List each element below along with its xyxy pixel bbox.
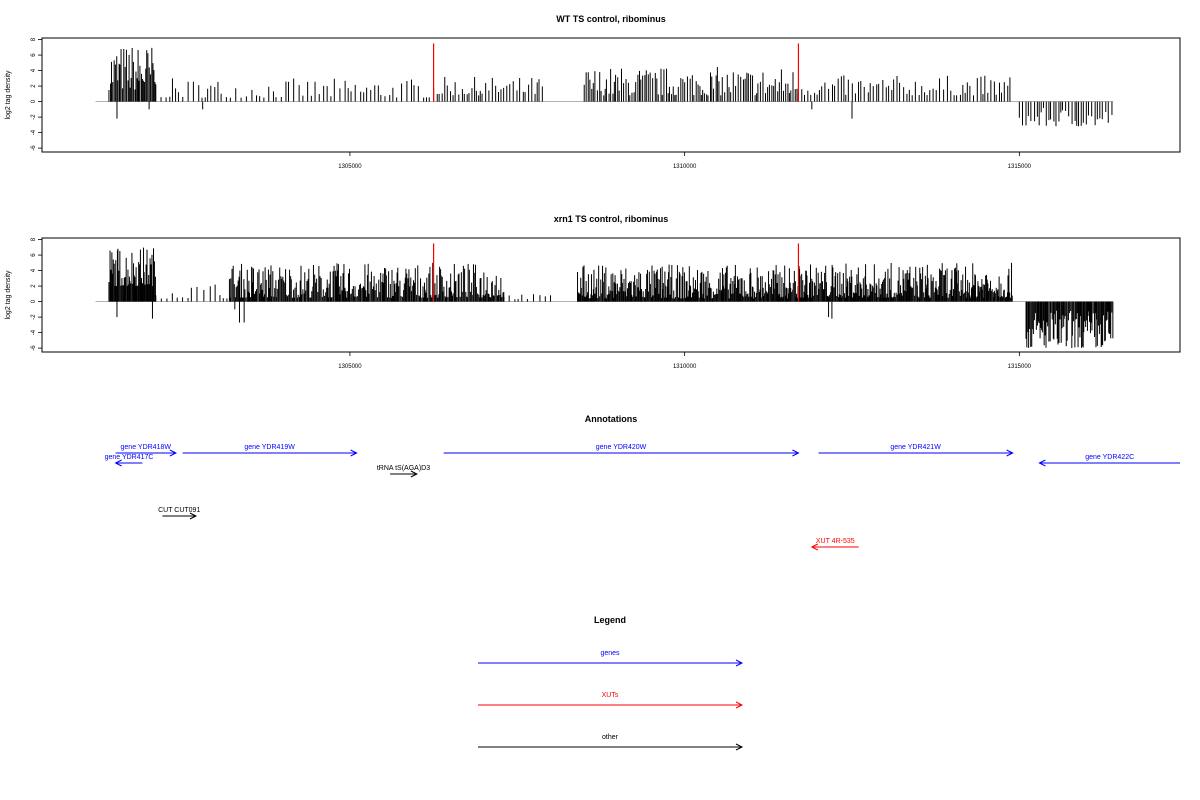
feature-label: gene YDR420W xyxy=(596,444,647,451)
y-tick-label: 4 xyxy=(31,68,37,72)
legend: Legend genes XUTs other xyxy=(478,615,744,751)
arrow-head xyxy=(735,701,744,709)
panel-2: xrn1 TS control, ribominus 8 6 4 2 0 -2 -4 -6 log… xyxy=(5,214,1181,370)
legend-label: genes xyxy=(600,650,620,657)
legend-label: XUTs xyxy=(602,692,619,699)
y-tick-label: 2 xyxy=(31,84,37,88)
x-tick-label: 1315000 xyxy=(1008,364,1032,370)
y-tick-label: 4 xyxy=(31,268,37,272)
annotations-panel: Annotations gene YDR418W gene YDR417C gene … xyxy=(105,414,1180,551)
arrow-head xyxy=(735,659,744,667)
plot-frame xyxy=(41,37,1181,153)
panel-title: xrn1 TS control, ribominus xyxy=(554,214,669,224)
arrow-head xyxy=(350,449,358,457)
y-tick-label: -2 xyxy=(31,114,37,120)
annotation-feature: tRNA tS(AGA)D3 xyxy=(377,465,430,478)
panel-title: WT TS control, ribominus xyxy=(556,14,666,24)
feature-label: CUT CUT091 xyxy=(158,507,200,514)
arrow-head xyxy=(410,470,418,478)
arrow-head xyxy=(114,459,122,467)
y-tick-label: -6 xyxy=(31,345,37,351)
x-tick-label: 1310000 xyxy=(673,364,697,370)
annotation-feature: XUT 4R-535 xyxy=(810,538,859,551)
arrow-head xyxy=(1038,459,1046,467)
legend-title: Legend xyxy=(594,615,626,625)
feature-label: tRNA tS(AGA)D3 xyxy=(377,465,430,472)
annotation-feature: gene YDR422C xyxy=(1038,454,1180,467)
arrow-head xyxy=(169,449,178,457)
x-tick-label: 1310000 xyxy=(673,164,697,170)
y-axis-label: log2 tag density xyxy=(5,70,12,120)
arrow-head xyxy=(1006,449,1014,457)
feature-label: gene YDR418W xyxy=(121,444,172,451)
annotation-feature: gene YDR420W xyxy=(443,444,800,457)
legend-item: other xyxy=(478,734,744,751)
panel-1: WT TS control, ribominus 8 6 4 2 0 -2 -4 -6 log2 … xyxy=(5,14,1181,170)
feature-label: gene YDR419W xyxy=(244,444,295,451)
y-tick-label: -4 xyxy=(31,329,37,335)
y-tick-label: 6 xyxy=(31,253,37,257)
y-tick-label: 0 xyxy=(31,99,37,103)
legend-item: genes xyxy=(478,650,744,667)
plot-frame xyxy=(41,237,1181,353)
y-tick-label: 8 xyxy=(31,237,37,241)
annotation-feature: gene YDR417C xyxy=(105,454,154,467)
feature-label: XUT 4R-535 xyxy=(816,538,855,545)
feature-label: gene YDR421W xyxy=(890,444,941,451)
y-tick-label: 8 xyxy=(31,37,37,41)
legend-label: other xyxy=(602,734,619,741)
x-tick-label: 1305000 xyxy=(338,364,362,370)
arrow-head xyxy=(735,743,744,751)
annotations-title: Annotations xyxy=(585,414,638,424)
annotation-feature: CUT CUT091 xyxy=(158,507,200,520)
x-tick-label: 1315000 xyxy=(1008,164,1032,170)
feature-label: gene YDR422C xyxy=(1085,454,1134,461)
arrow-head xyxy=(792,449,800,457)
y-tick-label: 2 xyxy=(31,284,37,288)
y-tick-label: 0 xyxy=(31,299,37,303)
feature-label: gene YDR417C xyxy=(105,454,154,461)
y-tick-label: -4 xyxy=(31,129,37,135)
annotation-feature: gene YDR419W xyxy=(182,444,358,457)
y-tick-label: 6 xyxy=(31,53,37,57)
x-tick-label: 1305000 xyxy=(338,164,362,170)
y-axis-label: log2 tag density xyxy=(5,270,12,320)
arrow-head xyxy=(189,512,198,520)
arrow-head xyxy=(810,543,819,551)
annotation-feature: gene YDR421W xyxy=(818,444,1014,457)
legend-item: XUTs xyxy=(478,692,744,709)
y-tick-label: -2 xyxy=(31,314,37,320)
annotation-feature: gene YDR418W xyxy=(115,444,178,457)
y-tick-label: -6 xyxy=(31,145,37,151)
